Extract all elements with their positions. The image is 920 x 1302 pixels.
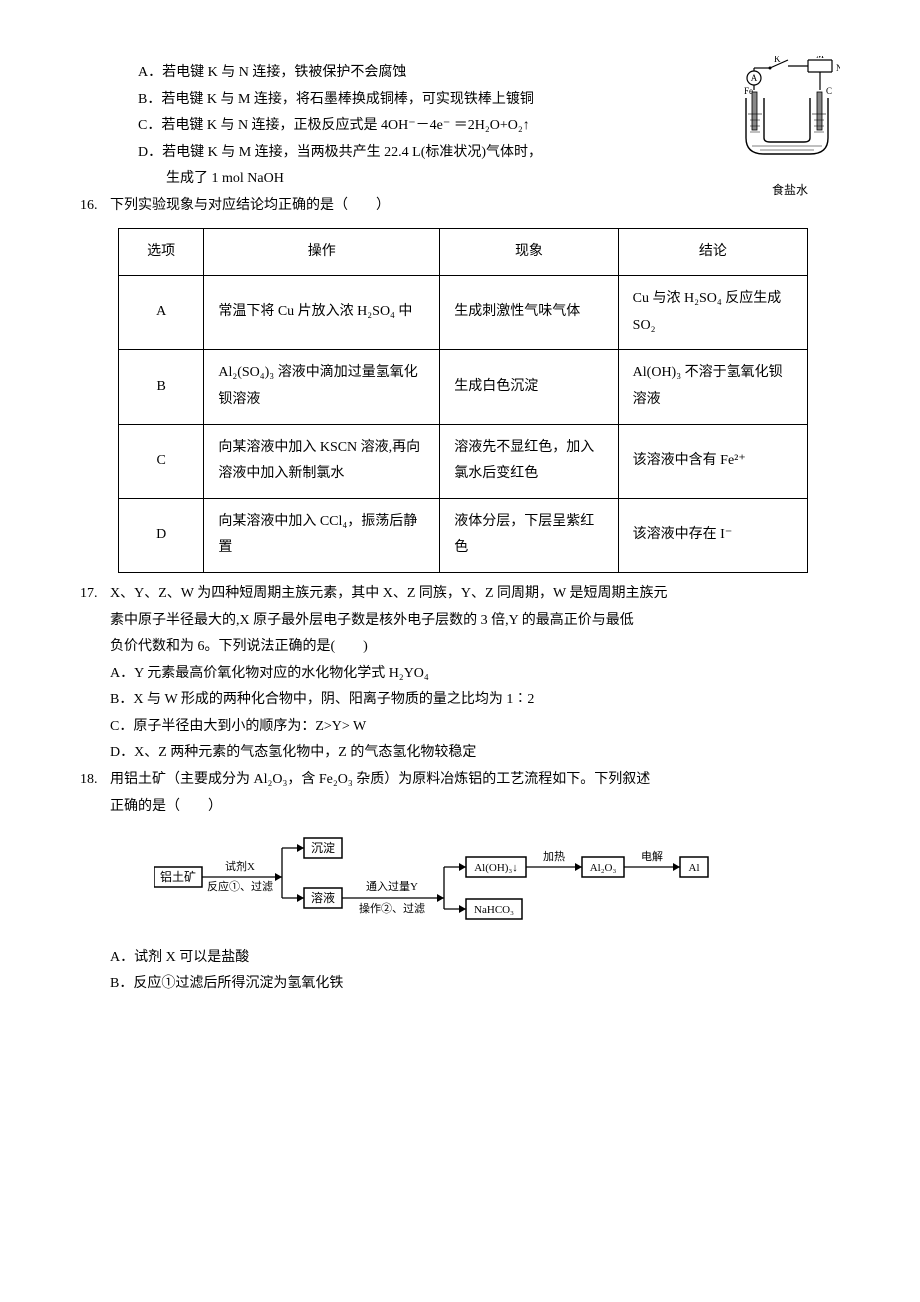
q17-option-c: C．原子半径由大到小的顺序为：Z>Y> W: [110, 714, 840, 741]
q15-option-d-cont: 生成了 1 mol NaOH: [138, 166, 840, 193]
svg-text:溶液: 溶液: [311, 890, 335, 905]
svg-text:电解: 电解: [641, 849, 663, 863]
q15-option-b: B．若电键 K 与 M 连接，将石墨棒换成铜棒，可实现铁棒上镀铜: [138, 87, 730, 114]
q17-stem-2: 素中原子半径最大的,X 原子最外层电子数是核外电子层数的 3 倍,Y 的最高正价…: [110, 608, 840, 635]
diagram-caption: 食盐水: [740, 179, 840, 202]
svg-text:K: K: [774, 56, 781, 64]
svg-text:C: C: [826, 86, 832, 96]
svg-text:A: A: [751, 73, 758, 83]
q17-number: 17.: [80, 581, 110, 608]
q17-stem-1: X、Y、Z、W 为四种短周期主族元素，其中 X、Z 同族，Y、Z 同周期，W 是…: [110, 581, 840, 608]
table-row: D 向某溶液中加入 CCl₄，振荡后静置 液体分层，下层呈紫红色 该溶液中存在 …: [119, 498, 808, 572]
table-row: B Al₂(SO₄)₃ 溶液中滴加过量氢氧化钡溶液 生成白色沉淀 Al(OH)₃…: [119, 350, 808, 424]
th-option: 选项: [119, 228, 204, 276]
table-row: C 向某溶液中加入 KSCN 溶液,再向溶液中加入新制氯水 溶液先不显红色，加入…: [119, 424, 808, 498]
svg-text:沉淀: 沉淀: [311, 841, 335, 855]
svg-text:Al(OH)₃↓: Al(OH)₃↓: [474, 862, 518, 874]
circuit-diagram: M N K A Fe C: [740, 56, 840, 201]
q16-number: 16.: [80, 193, 110, 220]
q16-stem: 下列实验现象与对应结论均正确的是（ ）: [110, 193, 840, 220]
th-operation: 操作: [204, 228, 440, 276]
flow-diagram: 铝土矿 试剂X 反应①、过滤 沉淀 溶液 通入过量Y 操作②、过滤: [154, 834, 840, 931]
svg-text:加热: 加热: [543, 850, 565, 863]
q18-stem-2: 正确的是（ ）: [110, 794, 840, 821]
table-row: A 常温下将 Cu 片放入浓 H₂SO₄ 中 生成刺激性气味气体 Cu 与浓 H…: [119, 276, 808, 350]
svg-text:反应①、过滤: 反应①、过滤: [207, 879, 273, 893]
q16-table: 选项 操作 现象 结论 A 常温下将 Cu 片放入浓 H₂SO₄ 中 生成刺激性…: [118, 228, 808, 573]
q17-option-a: A．Y 元素最高价氧化物对应的水化物化学式 H₂YO₄: [110, 661, 840, 688]
q17-stem-3: 负价代数和为 6。下列说法正确的是( ): [110, 634, 840, 661]
svg-text:试剂X: 试剂X: [225, 859, 255, 873]
th-phenomenon: 现象: [440, 228, 618, 276]
q17-option-d: D．X、Z 两种元素的气态氢化物中，Z 的气态氢化物较稳定: [110, 740, 840, 767]
svg-text:通入过量Y: 通入过量Y: [366, 880, 418, 893]
svg-text:操作②、过滤: 操作②、过滤: [359, 901, 425, 915]
q18-option-b: B．反应①过滤后所得沉淀为氢氧化铁: [110, 971, 840, 998]
svg-text:M: M: [816, 56, 824, 60]
svg-text:NaHCO₃: NaHCO₃: [474, 904, 514, 916]
q15-option-d: D．若电键 K 与 M 连接，当两极共产生 22.4 L(标准状况)气体时，: [138, 140, 730, 167]
svg-text:N: N: [836, 63, 840, 73]
q18-option-a: A．试剂 X 可以是盐酸: [110, 945, 840, 972]
q15-option-a: A．若电键 K 与 N 连接，铁被保护不会腐蚀: [138, 60, 730, 87]
svg-text:铝土矿: 铝土矿: [160, 869, 196, 884]
th-conclusion: 结论: [618, 228, 807, 276]
q17-option-b: B．X 与 W 形成的两种化合物中，阴、阳离子物质的量之比均为 1∶2: [110, 687, 840, 714]
svg-text:Al: Al: [689, 862, 700, 874]
q18-number: 18.: [80, 767, 110, 794]
q15-option-c: C．若电键 K 与 N 连接，正极反应式是 4OH⁻－4e⁻ ＝2H₂O+O₂↑: [138, 113, 730, 140]
q18-stem-1: 用铝土矿（主要成分为 Al₂O₃，含 Fe₂O₃ 杂质）为原料冶炼铝的工艺流程如…: [110, 767, 840, 794]
svg-text:Al₂O₃: Al₂O₃: [590, 862, 617, 874]
